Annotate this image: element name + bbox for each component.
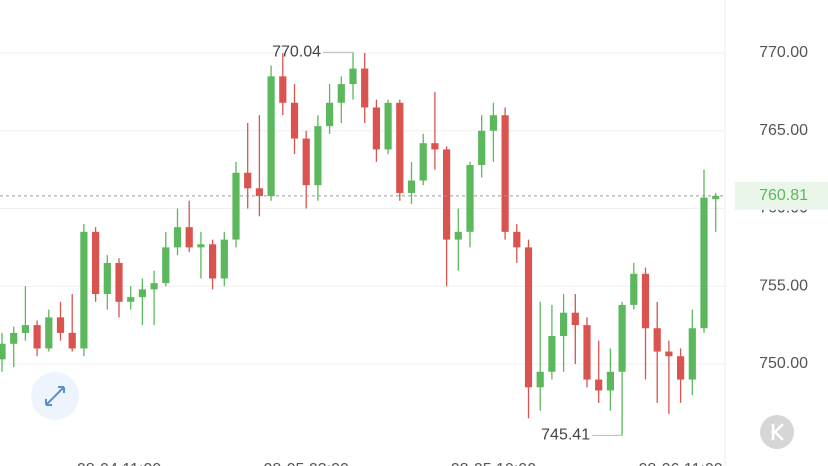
candle-body bbox=[677, 356, 685, 380]
candle-body bbox=[21, 325, 29, 333]
candle-body bbox=[618, 304, 626, 372]
candle-body bbox=[700, 197, 708, 329]
y-tick-label: 765.00 bbox=[759, 122, 808, 139]
y-tick-label: 770.00 bbox=[759, 44, 808, 61]
candle-body bbox=[302, 138, 310, 186]
candle-body bbox=[501, 115, 509, 232]
x-tick-label: 08-05 03:00 bbox=[263, 461, 349, 466]
candle-body bbox=[489, 115, 497, 131]
candle-body bbox=[10, 332, 18, 344]
candle-body bbox=[115, 262, 123, 302]
candle-body bbox=[279, 76, 287, 103]
candle-body bbox=[583, 325, 591, 380]
candle-body bbox=[326, 102, 334, 127]
candle-body bbox=[419, 143, 427, 181]
candle-body bbox=[560, 312, 568, 337]
candle-body bbox=[407, 180, 416, 193]
candle-body bbox=[138, 289, 146, 298]
candle-body bbox=[220, 239, 228, 279]
candle-body bbox=[548, 336, 556, 372]
candle-body bbox=[536, 371, 544, 388]
x-tick-label: 08-06 11:00 bbox=[638, 461, 722, 466]
candle-body bbox=[606, 371, 614, 391]
y-tick-label: 755.00 bbox=[759, 277, 808, 294]
candle-body bbox=[641, 273, 650, 329]
candle-body bbox=[372, 107, 380, 150]
candle-body bbox=[466, 164, 474, 232]
candle-body bbox=[197, 244, 205, 248]
candle-body bbox=[232, 172, 240, 240]
candle-body bbox=[173, 227, 182, 248]
candle-body bbox=[384, 102, 392, 150]
candle-body bbox=[478, 130, 486, 165]
candle-body bbox=[314, 126, 322, 186]
current-price-label: 760.81 bbox=[759, 187, 808, 204]
candle-body bbox=[56, 317, 65, 333]
candle-body bbox=[209, 244, 217, 279]
candle-body bbox=[513, 231, 521, 248]
candle-body bbox=[0, 343, 6, 360]
k-button[interactable] bbox=[760, 415, 794, 449]
candle-body bbox=[653, 328, 661, 352]
candle-body bbox=[68, 332, 76, 349]
candle-body bbox=[162, 247, 170, 284]
current-price-box bbox=[735, 181, 828, 210]
candle-body bbox=[524, 247, 533, 388]
candle-body bbox=[396, 102, 404, 193]
candle-body bbox=[267, 76, 275, 197]
candle-body bbox=[92, 231, 100, 295]
candle-body bbox=[571, 312, 579, 326]
candle-body bbox=[665, 351, 673, 357]
candle-body bbox=[630, 273, 638, 305]
candle-body bbox=[290, 102, 299, 139]
candle-body bbox=[712, 195, 720, 200]
candle-body bbox=[80, 231, 88, 349]
candle-body bbox=[33, 325, 41, 349]
low-label: 745.41 bbox=[541, 427, 590, 444]
candle-body bbox=[150, 283, 158, 290]
candle-body bbox=[127, 297, 135, 302]
expand-button[interactable] bbox=[31, 372, 79, 420]
candle-body bbox=[185, 227, 193, 248]
y-tick-label: 750.00 bbox=[759, 355, 808, 372]
candle-body bbox=[443, 149, 451, 240]
candle-body bbox=[337, 84, 345, 103]
candle-body bbox=[103, 262, 111, 295]
high-label: 770.04 bbox=[272, 44, 321, 61]
candle-body bbox=[255, 188, 263, 197]
candle-body bbox=[349, 68, 357, 85]
x-tick-label: 08-05 19:00 bbox=[451, 461, 537, 466]
candle-body bbox=[688, 328, 696, 380]
candle-body bbox=[595, 379, 603, 391]
x-tick-label: 08-04 11:00 bbox=[77, 461, 161, 466]
candle-body bbox=[45, 317, 53, 349]
candle-body bbox=[361, 68, 369, 108]
candle-body bbox=[431, 143, 439, 150]
candle-body bbox=[454, 231, 462, 240]
candle-body bbox=[244, 172, 252, 189]
